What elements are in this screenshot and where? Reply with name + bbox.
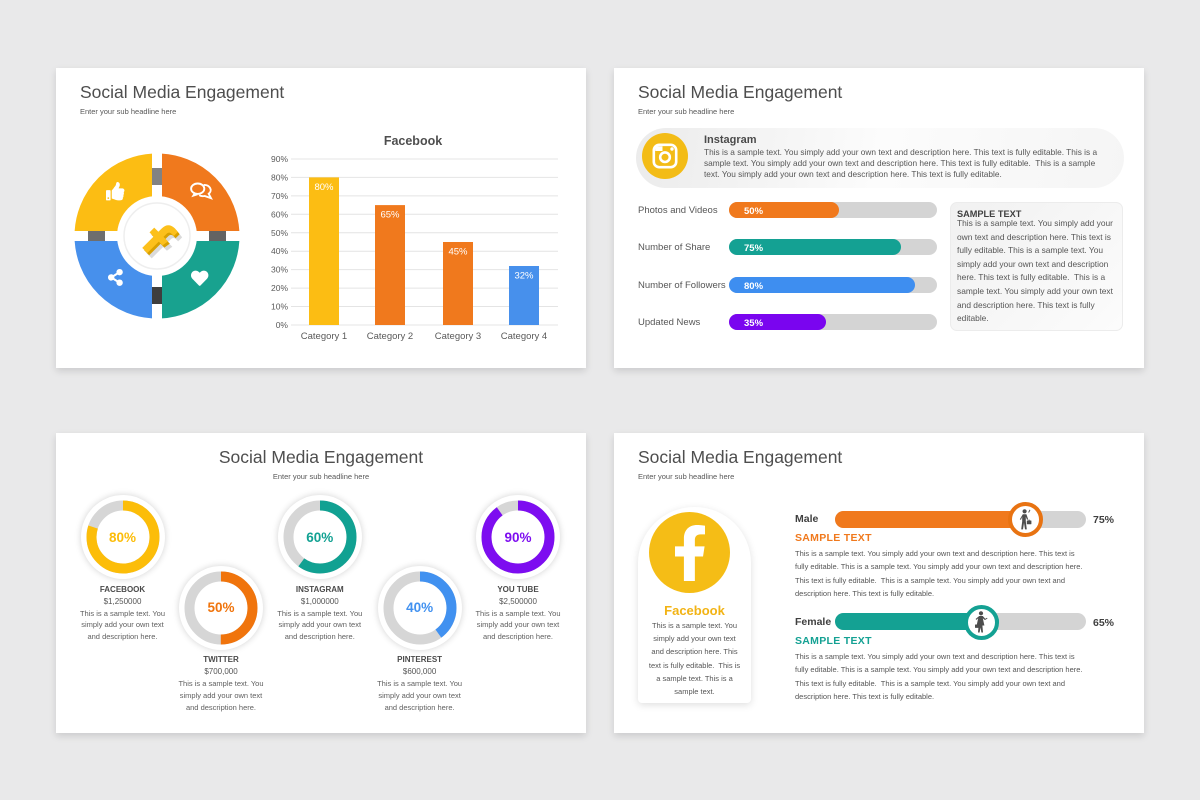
svg-text:90%: 90%: [271, 154, 288, 164]
svg-text:Category 2: Category 2: [367, 331, 413, 342]
svg-text:Category 4: Category 4: [501, 331, 547, 342]
svg-text:20%: 20%: [271, 283, 288, 293]
svg-text:50%: 50%: [271, 228, 288, 238]
svg-text:40%: 40%: [271, 246, 288, 256]
svg-text:45%: 45%: [448, 247, 468, 258]
svg-text:60%: 60%: [271, 209, 288, 219]
svg-text:0%: 0%: [276, 320, 289, 330]
svg-text:30%: 30%: [271, 265, 288, 275]
svg-text:Category 1: Category 1: [301, 331, 347, 342]
svg-text:32%: 32%: [514, 271, 534, 282]
svg-text:65%: 65%: [380, 210, 400, 221]
svg-text:80%: 80%: [314, 182, 334, 193]
svg-text:70%: 70%: [271, 191, 288, 201]
svg-text:80%: 80%: [271, 172, 288, 182]
svg-text:Category 3: Category 3: [435, 331, 481, 342]
svg-text:10%: 10%: [271, 302, 288, 312]
